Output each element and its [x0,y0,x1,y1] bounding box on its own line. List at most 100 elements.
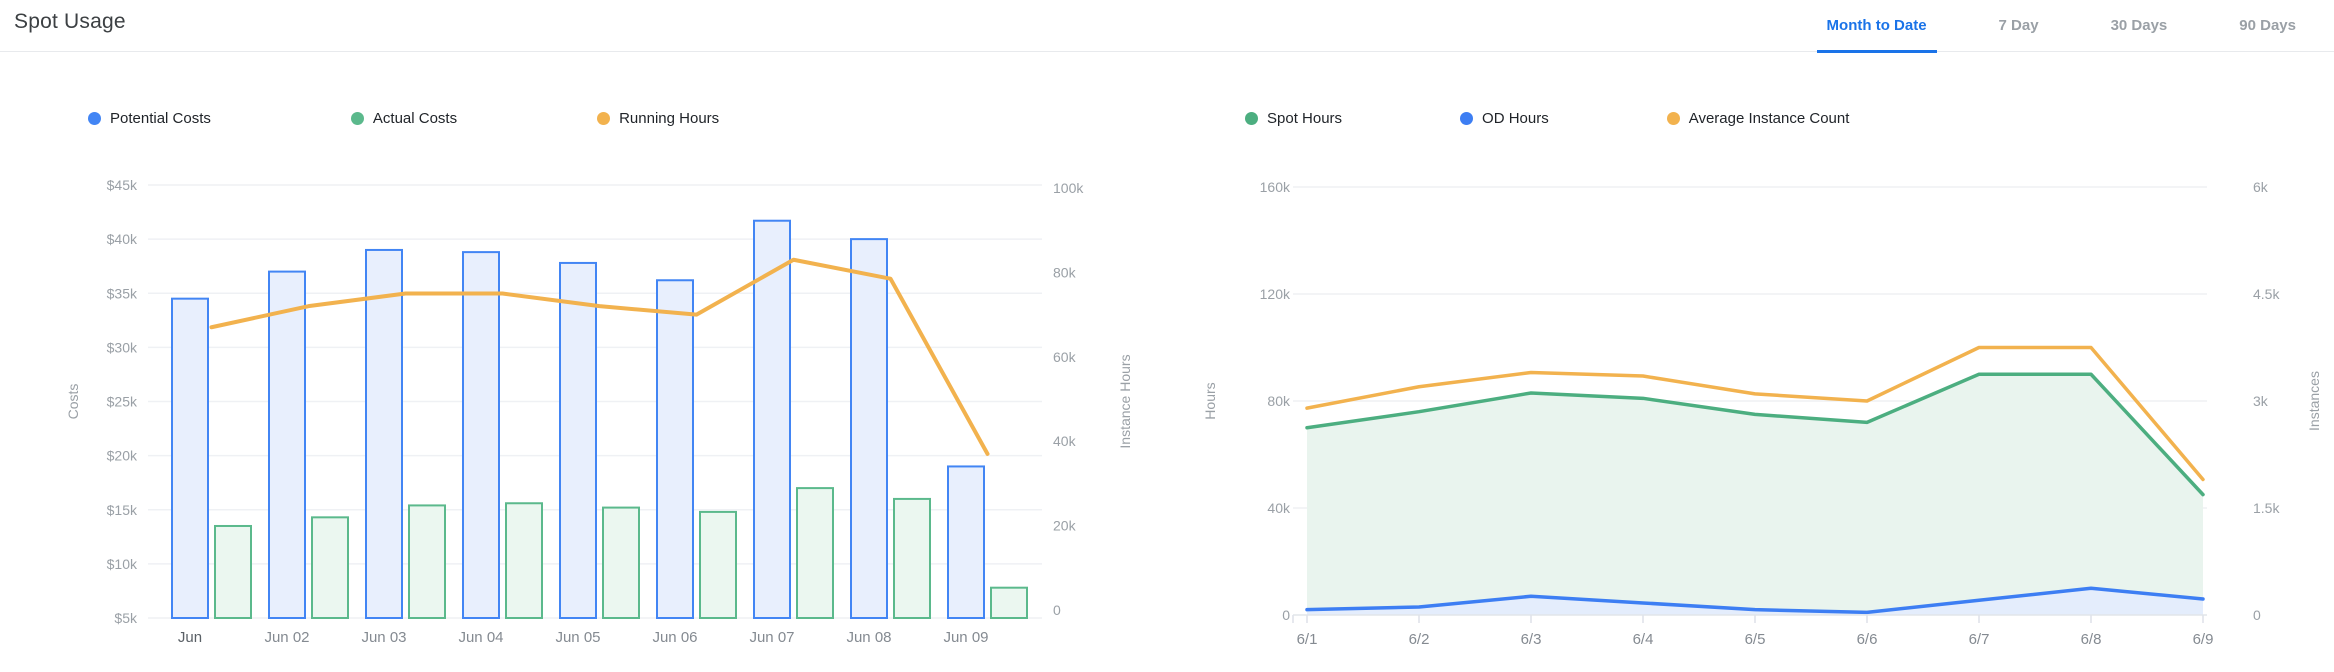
bar-potential-costs-jun-07[interactable] [753,219,791,619]
bar-actual-costs-jun-03[interactable] [408,504,446,620]
legend-label: Potential Costs [110,110,211,127]
x-axis-label: Jun 07 [749,629,794,646]
left-axis-tick: $30k [107,339,138,355]
series-spot-hours[interactable] [1305,372,2205,497]
tab-90-days[interactable]: 90 Days [2239,16,2296,34]
right-axis-tick: 3k [2253,393,2269,409]
bar-potential-costs-jun-09[interactable] [947,465,985,620]
left-axis-tick: $35k [107,285,138,301]
x-axis-label: Jun [178,629,202,646]
left-axis-tick: $10k [107,556,138,572]
legend-label: Average Instance Count [1688,110,1850,127]
legend-item-spot-hours[interactable]: Spot Hours [1245,110,1342,127]
bar-actual-costs-jun-08[interactable] [893,497,931,619]
left-axis-title: Costs [65,384,81,420]
x-axis-label: 6/6 [1857,631,1878,648]
od-hours-dot-icon [1460,112,1474,125]
bar-actual-costs-jun-05[interactable] [602,506,640,619]
x-axis-label: 6/2 [1409,631,1430,648]
x-axis-label: Jun 05 [555,629,600,646]
bar-actual-costs-jun-09[interactable] [990,586,1028,620]
legend-label: Actual Costs [372,110,458,127]
series-average-instance-count[interactable] [1305,345,2205,482]
series-actual-costs [214,487,1028,620]
x-axis-label: 6/7 [1969,631,1990,648]
tab-30-days[interactable]: 30 Days [2110,16,2168,34]
hours-chart: 160k 120k 80k 40k 0 6k 4.5k 3k 1.5k 0 Hours Instanc… [1202,179,2322,648]
tab-7-day[interactable]: 7 Day [1998,16,2039,34]
left-axis-tick: $15k [107,502,138,518]
legend-item-running-hours[interactable]: Running Hours [597,110,719,127]
left-axis-tick: 80k [1267,393,1291,409]
right-axis-tick: 6k [2253,179,2269,195]
area-spot-hours [1307,374,2203,615]
actual-costs-dot-icon [350,112,364,125]
legend-item-od-hours[interactable]: OD Hours [1460,110,1549,127]
x-axis-label: Jun 08 [846,629,891,646]
bar-potential-costs-jun-05[interactable] [559,261,597,619]
bar-potential-costs-jun-08[interactable] [850,238,888,619]
bar-potential-costs-jun-03[interactable] [365,248,403,619]
left-axis-title: Hours [1202,382,1218,419]
potential-costs-dot-icon [88,112,101,125]
page-header: Spot Usage Month to Date 7 Day 30 Days 90 D… [0,0,2334,53]
bar-potential-costs-jun-02[interactable] [268,270,306,619]
right-axis-tick: 0 [1053,602,1061,618]
left-axis-tick: 0 [1282,607,1290,623]
right-axis-tick: 20k [1053,518,1077,534]
x-axis-label: 6/9 [2193,631,2214,648]
bar-actual-costs-jun-02[interactable] [311,516,349,620]
right-axis-title: Instances [2306,371,2322,431]
costs-chart: $45k $40k $35k $30k $25k $20k $15k $10k $5k 100k 8… [65,177,1133,646]
left-axis-tick: $20k [107,448,138,464]
bar-potential-costs-jun-04[interactable] [462,251,500,620]
left-axis-tick: $5k [114,610,138,626]
hours-chart-legend: Spot Hours OD Hours Average Instance Count [1245,110,1849,127]
series-od-hours[interactable] [1305,586,2205,615]
x-axis-label: 6/1 [1297,631,1318,648]
bar-actual-costs-jun[interactable] [214,524,252,619]
legend-label: Running Hours [619,110,720,127]
series-potential-costs [171,219,985,620]
legend-item-potential-costs[interactable]: Potential Costs [88,110,211,127]
bar-potential-costs-jun-06[interactable] [656,279,694,619]
left-axis-tick: 160k [1260,179,1291,195]
right-axis-tick: 100k [1053,180,1084,196]
right-axis-tick: 40k [1053,433,1077,449]
x-axis-label: Jun 09 [943,629,988,646]
costs-chart-legend: Potential Costs Actual Costs Running Hours [88,110,719,127]
x-axis-label: Jun 03 [361,629,406,646]
legend-item-average-instance-count[interactable]: Average Instance Count [1666,110,1850,127]
bar-potential-costs-jun[interactable] [171,297,209,619]
left-axis-tick: $25k [107,394,138,410]
left-axis-tick: 40k [1267,500,1291,516]
costs-chart-panel: Potential Costs Actual Costs Running Hours… [65,110,1133,646]
right-axis-tick: 80k [1053,264,1077,280]
bar-actual-costs-jun-06[interactable] [699,510,737,620]
running-hours-dot-icon [597,112,611,125]
page-title: Spot Usage [14,10,126,33]
bar-actual-costs-jun-07[interactable] [796,487,834,619]
bar-actual-costs-jun-04[interactable] [505,502,543,620]
area-od-hours [1307,588,2203,615]
time-range-tabs: Month to Date 7 Day 30 Days 90 Days [1816,0,2306,53]
series-running-hours[interactable] [209,257,990,456]
right-axis-tick: 0 [2253,607,2261,623]
x-axis-label: Jun 06 [652,629,697,646]
hours-chart-panel: Spot Hours OD Hours Average Instance Count… [1167,0,2334,672]
x-axis-label: 6/5 [1745,631,1766,648]
x-axis-label: 6/3 [1521,631,1542,648]
left-axis-tick: 120k [1260,286,1291,302]
x-axis-label: Jun 02 [264,629,309,646]
average-instance-count-dot-icon [1666,112,1680,125]
spot-hours-dot-icon [1245,112,1258,125]
right-axis-tick: 1.5k [2253,500,2280,516]
left-axis-tick: $45k [107,177,138,193]
legend-label: Spot Hours [1267,110,1343,127]
right-axis-title: Instance Hours [1117,354,1133,448]
right-axis-tick: 60k [1053,349,1077,365]
legend-item-actual-costs[interactable]: Actual Costs [350,110,458,127]
tab-month-to-date[interactable]: Month to Date [1816,1,1937,53]
legend-label: OD Hours [1482,110,1549,127]
x-axis-label: 6/4 [1633,631,1654,648]
